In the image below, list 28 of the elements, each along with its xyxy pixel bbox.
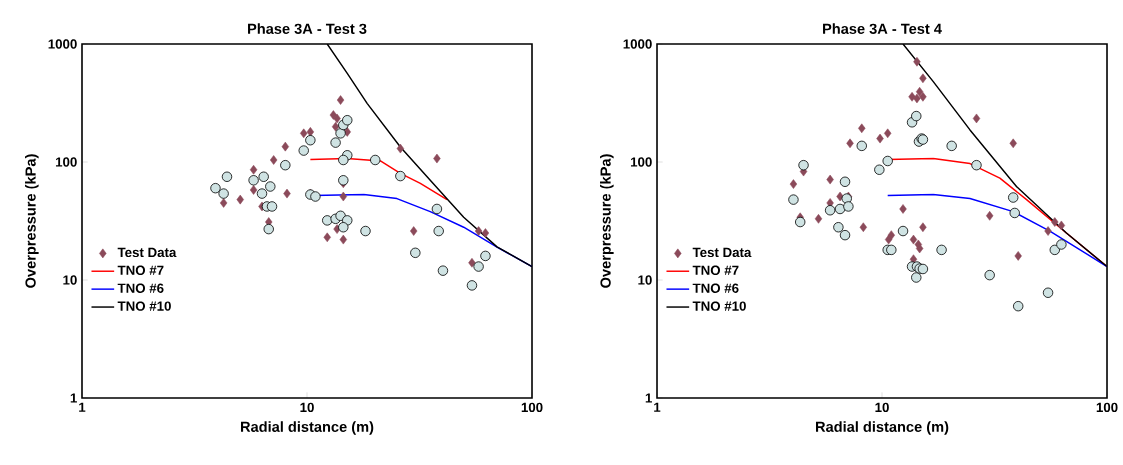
chart-title: Phase 3A - Test 4	[823, 23, 942, 34]
x-tick-label: 1	[79, 402, 86, 412]
legend-label: TNO #10	[692, 301, 746, 311]
y-tick-label: 1000	[623, 39, 652, 49]
y-tick-label: 1	[70, 393, 77, 403]
x-tick-label: 1	[654, 402, 661, 412]
legend-label: Test Data	[692, 247, 752, 258]
x-tick-label: 10	[875, 402, 889, 413]
y-tick-label: 10	[63, 275, 77, 285]
y-axis-title: Overpressure (kPa)	[25, 154, 39, 288]
x-axis-title: Radial distance (m)	[240, 421, 374, 435]
y-tick-label: 1	[645, 393, 652, 403]
y-tick-label: 100	[630, 157, 652, 167]
x-axis-title: Radial distance (m)	[816, 421, 949, 435]
y-tick-label: 10	[638, 275, 652, 285]
legend-label: Test Data	[117, 247, 177, 258]
y-axis-title: Overpressure (kPa)	[600, 154, 614, 288]
x-tick-label: 100	[1096, 402, 1118, 413]
x-tick-label: 10	[300, 402, 314, 413]
y-tick-label: 100	[55, 157, 77, 167]
chart-title: Phase 3A - Test 3	[248, 23, 367, 34]
legend-label: TNO #6	[117, 283, 164, 293]
legend-label: TNO #7	[117, 265, 164, 275]
x-tick-label: 100	[521, 402, 543, 413]
legend-label: TNO #10	[117, 301, 171, 311]
legend-label: TNO #7	[692, 265, 739, 275]
y-tick-label: 1000	[48, 39, 77, 49]
legend-label: TNO #6	[692, 283, 739, 293]
